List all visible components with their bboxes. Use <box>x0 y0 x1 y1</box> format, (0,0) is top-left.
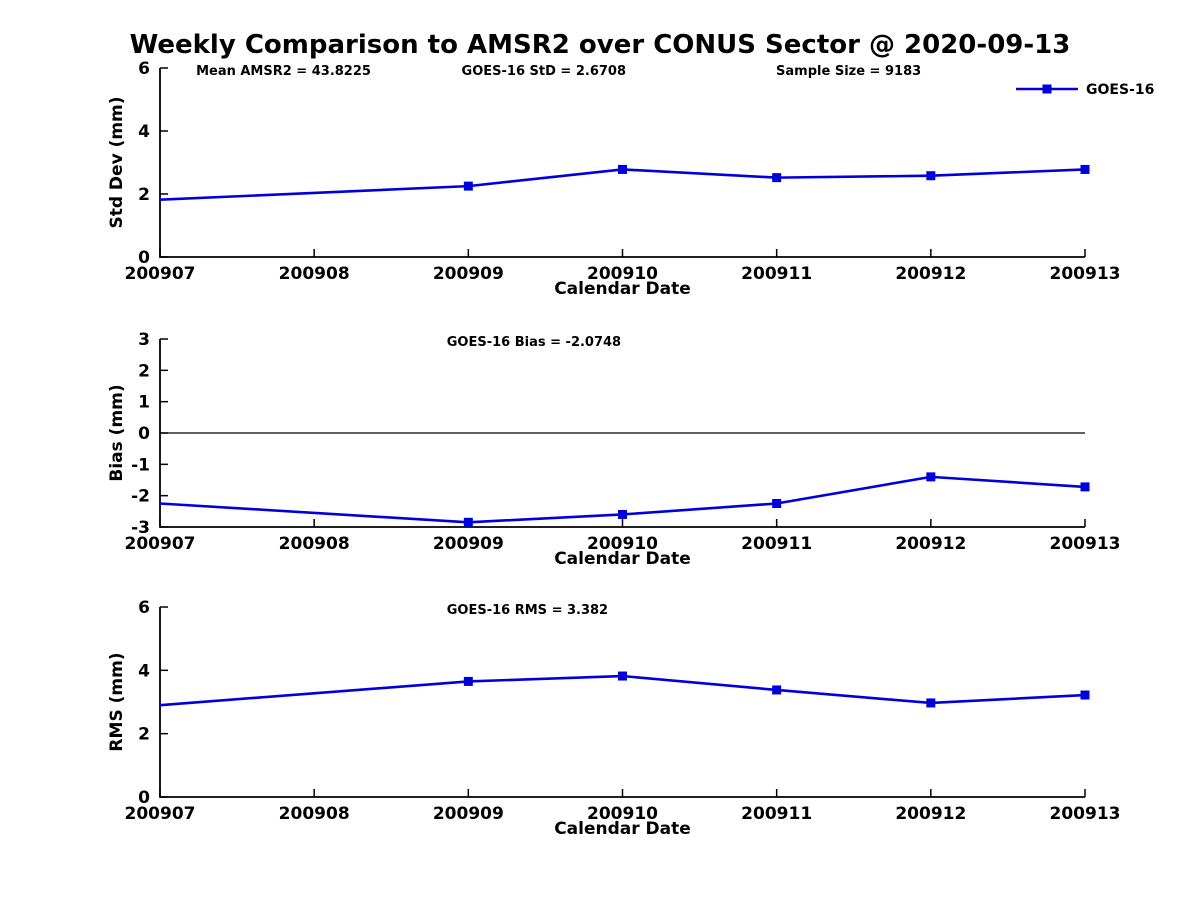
data-line <box>159 168 1086 201</box>
stat-annotation: GOES-16 StD = 2.6708 <box>462 64 626 79</box>
data-line <box>159 674 1086 707</box>
stat-annotation: Mean AMSR2 = 43.8225 <box>196 64 371 79</box>
y-tick-label: 4 <box>138 122 150 142</box>
x-tick-label: 200910 <box>587 534 658 554</box>
data-point-marker <box>618 509 627 519</box>
data-point-marker <box>463 181 473 191</box>
data-point-marker <box>772 685 782 695</box>
y-tick-label: 2 <box>138 361 150 381</box>
y-tick-label: 2 <box>138 185 150 205</box>
y-tick-label: 1 <box>138 393 150 413</box>
data-point-marker <box>618 671 627 681</box>
y-tick-label: 4 <box>138 661 150 681</box>
chart-rms: 0 2 4 6 200907 200908 200909 200910 200911 200912… <box>107 598 1120 839</box>
stat-annotation: Sample Size = 9183 <box>776 64 921 79</box>
x-tick-label: 200911 <box>741 264 812 284</box>
stat-annotation: GOES-16 RMS = 3.382 <box>447 603 608 618</box>
legend-label: GOES-16 <box>1086 82 1154 98</box>
y-tick-label: 3 <box>138 330 150 350</box>
x-tick-label: 200907 <box>125 804 196 824</box>
data-point-marker <box>1080 482 1090 492</box>
y-tick-label: -3 <box>131 518 150 538</box>
data-point-marker <box>1080 690 1090 700</box>
y-tick-label: 6 <box>138 598 150 618</box>
x-tick-label: 200908 <box>279 534 350 554</box>
y-tick-label: -1 <box>131 455 150 475</box>
data-point-marker <box>926 472 936 482</box>
x-tick-label: 200909 <box>433 264 504 284</box>
data-line <box>159 475 1086 524</box>
y-axis-title: Std Dev (mm) <box>107 96 127 228</box>
legend-marker-sample <box>1042 84 1052 94</box>
x-tick-label: 200913 <box>1050 804 1121 824</box>
data-point-marker <box>926 171 936 181</box>
x-tick-label: 200913 <box>1050 534 1121 554</box>
y-axis-title: Bias (mm) <box>107 384 127 481</box>
x-tick-label: 200908 <box>279 264 350 284</box>
x-tick-label: 200909 <box>433 534 504 554</box>
y-axis-title: RMS (mm) <box>107 652 127 751</box>
y-tick-label: 0 <box>138 248 150 268</box>
x-tick-label: 200907 <box>125 264 196 284</box>
data-point-marker <box>926 698 936 708</box>
x-tick-label: 200911 <box>741 804 812 824</box>
chart-std-dev: 0 2 4 6 200907 200908 200909 200910 200911 200912… <box>107 59 1154 299</box>
chart-title: Weekly Comparison to AMSR2 over CONUS Se… <box>129 30 1071 60</box>
stat-annotation: GOES-16 Bias = -2.0748 <box>447 335 621 350</box>
x-tick-label: 200907 <box>125 534 196 554</box>
data-point-marker <box>772 173 782 183</box>
x-tick-label: 200908 <box>279 804 350 824</box>
axes-frame <box>159 68 1085 258</box>
x-tick-label: 200911 <box>741 534 812 554</box>
x-tick-label: 200910 <box>587 804 658 824</box>
y-tick-label: 6 <box>138 59 150 79</box>
data-point-marker <box>463 517 473 527</box>
data-point-marker <box>463 676 473 686</box>
y-tick-label: 0 <box>138 788 150 808</box>
y-tick-label: 2 <box>138 725 150 745</box>
data-point-marker <box>618 164 627 174</box>
y-tick-label: -2 <box>131 487 150 507</box>
x-tick-label: 200912 <box>895 804 966 824</box>
x-axis-title: Calendar Date <box>554 279 691 299</box>
x-tick-label: 200913 <box>1050 264 1121 284</box>
x-axis-title: Calendar Date <box>554 819 691 839</box>
x-tick-label: 200912 <box>895 534 966 554</box>
chart-bias: -3 -2 -1 0 1 2 3 200907 200908 200909 200910 200911… <box>107 330 1120 569</box>
y-tick-label: 0 <box>138 424 150 444</box>
data-point-marker <box>772 499 782 508</box>
x-tick-label: 200910 <box>587 264 658 284</box>
x-axis-title: Calendar Date <box>554 549 691 569</box>
x-tick-label: 200912 <box>895 264 966 284</box>
data-point-marker <box>1080 164 1090 174</box>
x-tick-label: 200909 <box>433 804 504 824</box>
